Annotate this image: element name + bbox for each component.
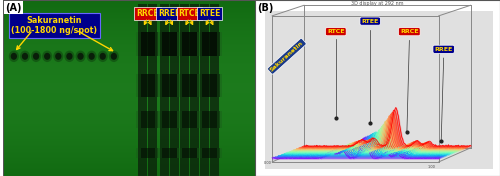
Bar — [176, 148, 182, 158]
Bar — [198, 148, 202, 158]
Ellipse shape — [109, 51, 119, 62]
Ellipse shape — [33, 53, 39, 60]
Ellipse shape — [31, 51, 41, 62]
Bar — [138, 111, 158, 128]
Text: RTEE: RTEE — [199, 9, 220, 18]
Text: 1.00: 1.00 — [428, 165, 436, 169]
Ellipse shape — [10, 53, 17, 60]
Ellipse shape — [100, 53, 106, 60]
Bar — [156, 32, 160, 56]
Bar — [157, 74, 162, 97]
Bar — [176, 111, 182, 128]
Bar — [160, 148, 180, 158]
Bar — [197, 111, 202, 128]
Bar — [198, 74, 202, 97]
Ellipse shape — [54, 51, 64, 62]
Ellipse shape — [78, 53, 84, 60]
Text: 0.00: 0.00 — [264, 161, 271, 165]
Text: RTCE: RTCE — [327, 29, 344, 34]
Bar — [157, 148, 162, 158]
Bar — [200, 148, 220, 158]
Bar — [156, 148, 160, 158]
Ellipse shape — [110, 53, 117, 60]
Ellipse shape — [64, 51, 74, 62]
Bar — [197, 148, 202, 158]
Bar — [177, 111, 182, 128]
Bar — [180, 148, 200, 158]
Bar — [217, 74, 222, 97]
Bar — [200, 32, 220, 56]
Bar — [160, 111, 180, 128]
Ellipse shape — [44, 53, 51, 60]
Text: (B): (B) — [258, 3, 274, 13]
Text: RTEE: RTEE — [362, 19, 379, 24]
Ellipse shape — [9, 51, 19, 62]
Bar — [170, 4, 178, 176]
Text: RREE: RREE — [158, 9, 180, 18]
Bar — [136, 111, 140, 128]
Bar — [200, 111, 220, 128]
Bar — [136, 74, 140, 97]
Bar — [148, 4, 158, 176]
Bar — [177, 148, 182, 158]
Bar — [156, 111, 160, 128]
Bar — [180, 111, 200, 128]
Text: Sakuranetin: Sakuranetin — [269, 40, 304, 73]
Bar — [197, 74, 202, 97]
Bar — [176, 74, 182, 97]
Text: (A): (A) — [5, 3, 21, 13]
Bar — [198, 111, 202, 128]
Bar — [190, 4, 199, 176]
Bar — [138, 4, 147, 176]
Bar — [138, 148, 158, 158]
Bar — [138, 74, 158, 97]
Bar — [136, 148, 140, 158]
Bar — [197, 32, 202, 56]
Bar — [177, 74, 182, 97]
Text: RTCE: RTCE — [178, 9, 200, 18]
Ellipse shape — [66, 53, 72, 60]
Ellipse shape — [20, 51, 30, 62]
Bar — [160, 4, 168, 176]
Text: RRCE: RRCE — [136, 9, 159, 18]
Bar — [217, 111, 222, 128]
Bar — [177, 32, 182, 56]
Bar — [138, 32, 158, 56]
Bar — [136, 32, 140, 56]
Bar — [217, 148, 222, 158]
Bar — [200, 4, 209, 176]
Bar — [180, 4, 189, 176]
Text: 3D display at 292 nm: 3D display at 292 nm — [351, 1, 404, 6]
Bar — [180, 74, 200, 97]
Text: RREE: RREE — [434, 47, 453, 52]
Ellipse shape — [76, 51, 86, 62]
Bar — [176, 32, 182, 56]
Bar — [156, 74, 160, 97]
Ellipse shape — [55, 53, 62, 60]
Ellipse shape — [86, 51, 97, 62]
Bar — [157, 32, 162, 56]
Bar — [157, 111, 162, 128]
Bar — [198, 32, 202, 56]
Bar — [180, 32, 200, 56]
Ellipse shape — [42, 51, 52, 62]
Bar — [217, 32, 222, 56]
Bar — [200, 74, 220, 97]
Text: RRCE: RRCE — [400, 29, 418, 34]
Ellipse shape — [88, 53, 95, 60]
Bar — [160, 32, 180, 56]
Bar — [160, 74, 180, 97]
Ellipse shape — [22, 53, 28, 60]
Text: Sakuranetin
(100-1800 ng/spot): Sakuranetin (100-1800 ng/spot) — [11, 16, 98, 35]
Bar — [210, 4, 219, 176]
Ellipse shape — [98, 51, 108, 62]
